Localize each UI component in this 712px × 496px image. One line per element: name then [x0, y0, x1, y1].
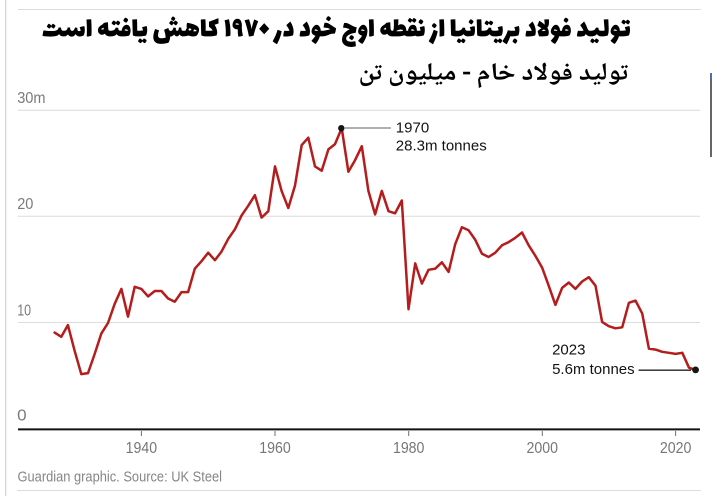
svg-text:10: 10 — [17, 302, 31, 319]
svg-text:20: 20 — [17, 196, 34, 213]
svg-text:Guardian graphic. Source: UK S: Guardian graphic. Source: UK Steel — [18, 470, 223, 486]
svg-text:1970: 1970 — [396, 120, 429, 137]
svg-text:1960: 1960 — [259, 440, 291, 457]
svg-text:28.3m tonnes: 28.3m tonnes — [396, 138, 487, 155]
svg-text:0: 0 — [17, 408, 27, 425]
svg-text:1940: 1940 — [126, 440, 158, 457]
svg-text:2000: 2000 — [527, 440, 559, 457]
svg-text:5.6m tonnes: 5.6m tonnes — [552, 361, 635, 378]
svg-text:2023: 2023 — [552, 341, 585, 358]
svg-text:1980: 1980 — [393, 440, 425, 457]
svg-text:30m: 30m — [17, 90, 45, 107]
svg-text:2020: 2020 — [660, 440, 692, 457]
